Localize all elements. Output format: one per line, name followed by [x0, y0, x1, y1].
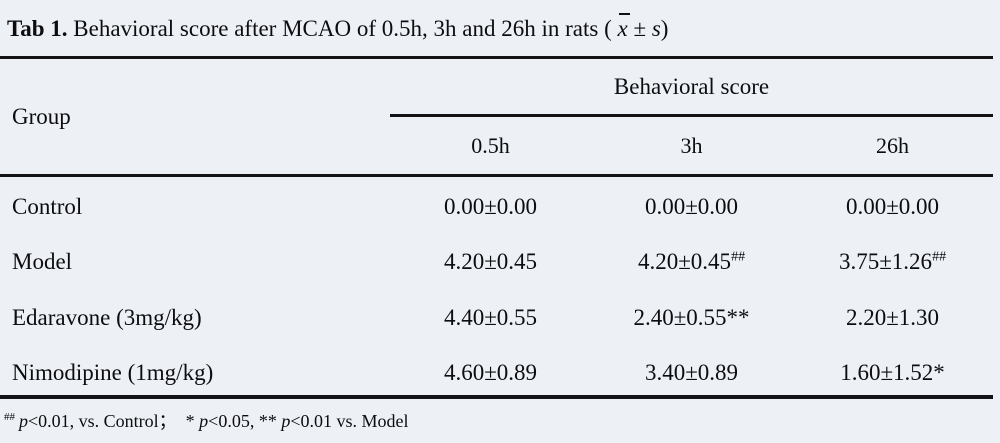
open-paren: ( [604, 16, 618, 41]
footnote-text: <0.05, ** [208, 411, 282, 431]
table-row: Edaravone (3mg/kg) 4.40±0.55 2.40±0.55**… [0, 291, 993, 345]
footnote-text: <0.01, vs. Control； * [28, 411, 200, 431]
score-cell: 4.60±0.89 [390, 360, 591, 386]
group-column-header: Group [12, 104, 71, 129]
score-cell: 2.40±0.55** [591, 305, 792, 331]
p-symbol: p [19, 411, 28, 431]
p-symbol: p [281, 411, 291, 431]
table-row: Model 4.20±0.45 4.20±0.45## 3.75±1.26## [0, 235, 993, 289]
p-symbol: p [199, 411, 209, 431]
score-cell: 0.00±0.00 [591, 194, 792, 220]
group-cell: Edaravone (3mg/kg) [12, 305, 202, 330]
score-cell: 3.75±1.26## [792, 249, 993, 275]
score-value: 0.00±0.00 [443, 194, 538, 219]
score-cell: 4.40±0.55 [390, 305, 591, 331]
score-value: 4.20±0.45 [443, 249, 538, 274]
plus-minus: ± [627, 16, 652, 41]
table-title: Tab 1. Behavioral score after MCAO of 0.… [7, 13, 669, 42]
score-value: 2.20±1.30 [845, 305, 940, 330]
group-cell: Model [12, 249, 73, 274]
score-cell: 1.60±1.52* [792, 360, 993, 386]
table-tag: Tab 1. [7, 16, 68, 41]
score-cell: 0.00±0.00 [390, 194, 591, 220]
score-cell: 4.20±0.45## [591, 249, 792, 275]
column-group-header: Behavioral score [613, 74, 770, 99]
score-value: 1.60±1.52* [840, 360, 945, 385]
score-value: 4.60±0.89 [443, 360, 538, 385]
time-header-3h: 3h [680, 133, 703, 158]
close-paren: ) [660, 16, 669, 41]
time-header-26h: 26h [876, 133, 909, 158]
score-cell: 4.20±0.45 [390, 249, 591, 275]
mean-symbol: x [617, 13, 630, 41]
score-value: 2.40±0.55** [633, 305, 750, 330]
top-rule [0, 56, 993, 59]
table-footnote: ## p<0.01, vs. Control； * p<0.05, ** p<0.… [4, 407, 408, 433]
header-body-rule [0, 174, 993, 177]
footnote-marker: ## [4, 411, 15, 423]
score-cell: 3.40±0.89 [591, 360, 792, 386]
score-value: 0.00±0.00 [845, 194, 940, 219]
table-caption: Behavioral score after MCAO of 0.5h, 3h … [67, 16, 605, 41]
score-superscript: ## [932, 249, 947, 265]
table-row: Nimodipine (1mg/kg) 4.60±0.89 3.40±0.89 … [0, 346, 993, 400]
score-cell: 2.20±1.30 [792, 305, 993, 331]
group-cell: Control [12, 194, 83, 219]
footnote-text: <0.01 vs. Model [290, 411, 409, 431]
score-value: 4.40±0.55 [443, 305, 538, 330]
score-value: 0.00±0.00 [644, 194, 739, 219]
table-row: Control 0.00±0.00 0.00±0.00 0.00±0.00 [0, 180, 993, 234]
score-value: 4.20±0.45 [637, 249, 732, 274]
span-header-rule [390, 114, 993, 117]
score-cell: 0.00±0.00 [792, 194, 993, 220]
score-value: 3.75±1.26 [838, 249, 933, 274]
score-superscript: ## [731, 249, 746, 265]
bottom-rule [0, 395, 993, 399]
group-cell: Nimodipine (1mg/kg) [12, 360, 214, 385]
score-value: 3.40±0.89 [644, 360, 739, 385]
time-header-05h: 0.5h [471, 133, 510, 158]
sd-symbol: s [651, 16, 661, 41]
